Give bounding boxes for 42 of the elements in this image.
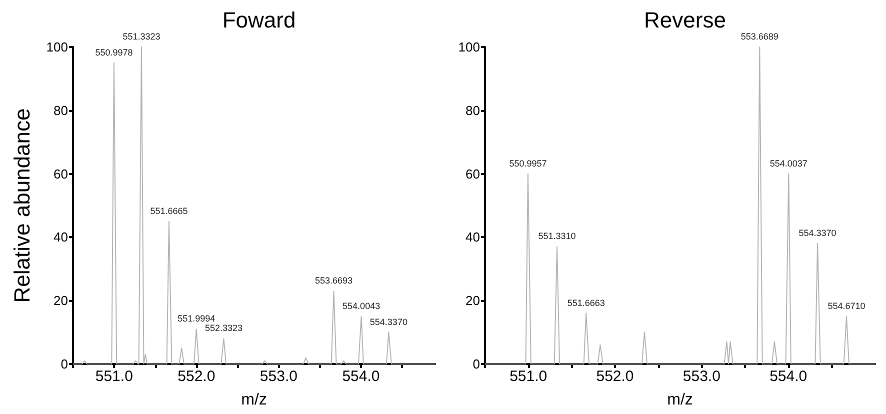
x-tick-label: 554.0 xyxy=(342,368,380,385)
annotation: 551.3323 xyxy=(122,32,160,42)
annotation: 551.9994 xyxy=(178,314,216,324)
annotation: 554.0043 xyxy=(342,300,380,311)
annotation: 554.3370 xyxy=(370,316,408,327)
x-tick-label: 553.0 xyxy=(682,368,720,385)
annotation: 551.6665 xyxy=(150,206,188,216)
y-tick-label: 40 xyxy=(54,230,68,245)
annotation: 554.6710 xyxy=(828,300,866,311)
y-tick-label: 80 xyxy=(466,102,480,118)
x-axis-title: m/z xyxy=(241,392,267,408)
annotation: 550.9957 xyxy=(509,158,547,168)
line-series xyxy=(72,46,436,364)
x-tick-label: 551.0 xyxy=(510,368,548,385)
chart-title: Reverse xyxy=(644,8,726,32)
y-tick-label: 100 xyxy=(46,40,68,54)
y-tick-label: 80 xyxy=(54,102,68,118)
y-tick-label: 0 xyxy=(60,356,68,372)
annotation: 553.6689 xyxy=(740,32,778,42)
line-series xyxy=(484,46,876,364)
annotation: 552.3323 xyxy=(204,323,243,334)
annotation: 554.3370 xyxy=(798,228,836,238)
chart-title: Foward xyxy=(222,8,296,32)
annotation: 551.3310 xyxy=(538,231,576,242)
x-tick-label: 554.0 xyxy=(770,368,808,385)
x-tick-label: 552.0 xyxy=(596,368,634,385)
annotation: 553.6693 xyxy=(314,276,353,286)
x-axis-title: m/z xyxy=(667,392,693,408)
y-tick-label: 60 xyxy=(466,166,480,182)
annotation: 551.6663 xyxy=(567,298,605,308)
y-tick-label: 0 xyxy=(472,356,480,372)
annotation: 554.0037 xyxy=(770,158,808,168)
x-tick-label: 553.0 xyxy=(260,368,298,385)
y-tick-label: 60 xyxy=(54,166,68,182)
y-tick-label: 20 xyxy=(54,293,68,308)
y-tick-label: 100 xyxy=(458,40,480,54)
annotation: 550.9978 xyxy=(95,47,133,58)
y-tick-label: 20 xyxy=(466,293,480,308)
y-axis-title: Relative abundance xyxy=(10,108,34,303)
x-tick-label: 552.0 xyxy=(178,368,216,385)
y-tick-label: 40 xyxy=(466,230,480,245)
x-tick-label: 551.0 xyxy=(95,368,133,385)
